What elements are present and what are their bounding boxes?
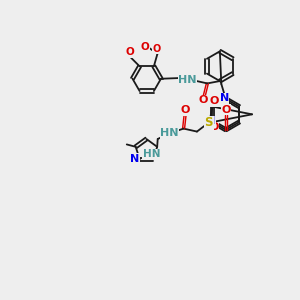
Text: S: S bbox=[205, 116, 213, 129]
Text: O: O bbox=[153, 44, 161, 54]
Text: N: N bbox=[220, 93, 229, 103]
Text: O: O bbox=[198, 95, 208, 105]
Text: O: O bbox=[181, 105, 190, 115]
Text: HN: HN bbox=[143, 149, 160, 159]
Text: N: N bbox=[206, 116, 215, 127]
Text: O: O bbox=[221, 105, 230, 115]
Text: HN: HN bbox=[178, 75, 197, 85]
Text: HN: HN bbox=[160, 128, 179, 138]
Text: N: N bbox=[130, 154, 139, 164]
Text: O: O bbox=[141, 42, 149, 52]
Text: O: O bbox=[209, 122, 219, 132]
Text: O: O bbox=[209, 96, 219, 106]
Text: O: O bbox=[126, 47, 134, 57]
